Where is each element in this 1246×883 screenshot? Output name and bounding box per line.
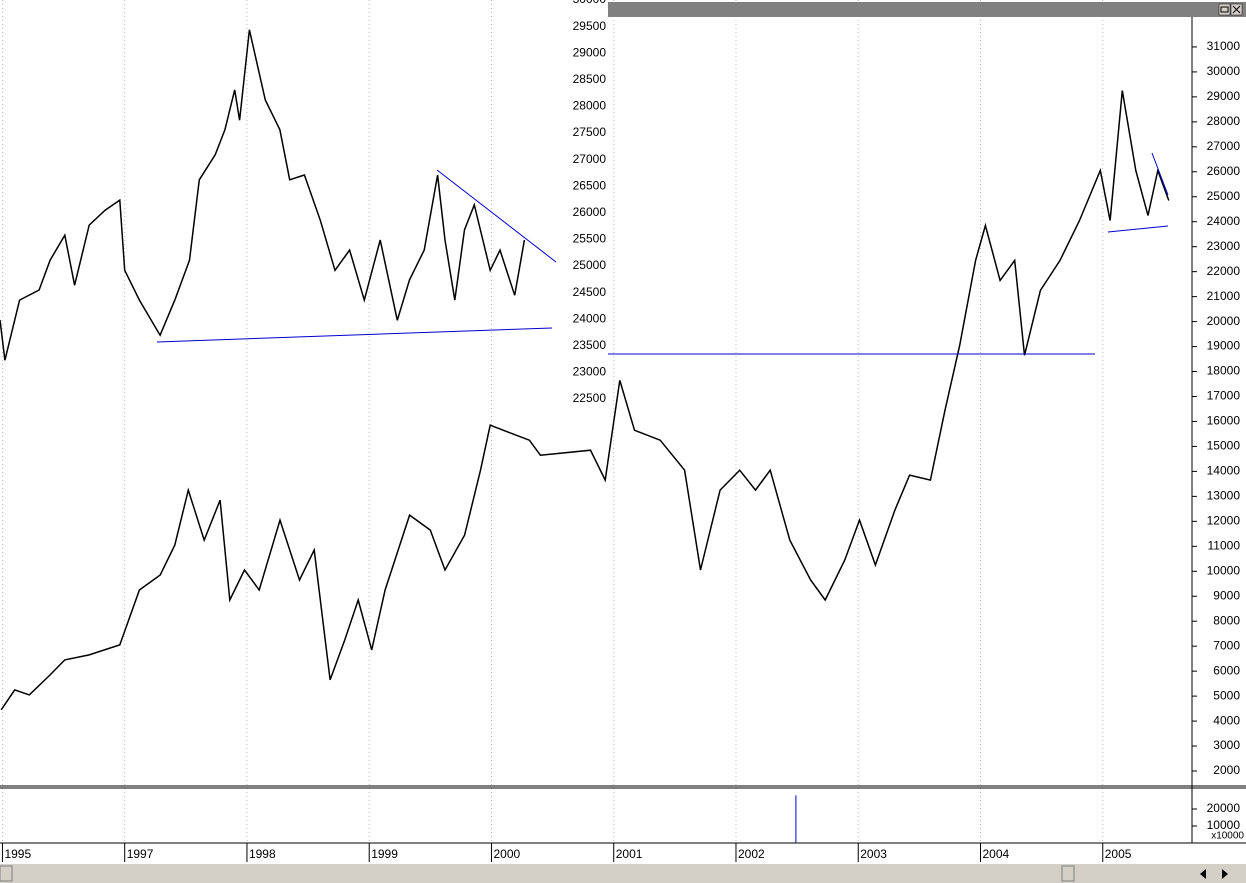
x-tick-label: 2002 xyxy=(738,847,765,861)
y-tick-label: 28000 xyxy=(573,99,607,113)
y-tick-label: 2000 xyxy=(1213,763,1240,777)
y-tick-label: 23000 xyxy=(1207,239,1241,253)
y-tick-label: 21000 xyxy=(1207,289,1241,303)
x-tick-label: 1995 xyxy=(4,847,31,861)
y-tick-label: 26500 xyxy=(573,178,607,192)
y-tick-label: 25000 xyxy=(1207,189,1241,203)
nav-arrows[interactable] xyxy=(1200,869,1228,879)
price-line xyxy=(0,90,1170,711)
x-tick-label: 1999 xyxy=(371,847,398,861)
inset-axis-edge xyxy=(555,415,608,420)
y-tick-label: 24500 xyxy=(573,285,607,299)
x-tick-label: 2005 xyxy=(1105,847,1132,861)
trend-line xyxy=(1151,152,1169,196)
y-tick-label: 23500 xyxy=(573,338,607,352)
y-tick-label: 24000 xyxy=(1207,214,1241,228)
y-tick-label: 30000 xyxy=(1207,64,1241,78)
y-tick-label: 29000 xyxy=(1207,89,1241,103)
y-tick-label: 17000 xyxy=(1207,389,1241,403)
y-tick-label: 28500 xyxy=(573,72,607,86)
y-tick-label: 22000 xyxy=(1207,264,1241,278)
scroll-left[interactable] xyxy=(0,865,13,882)
y-tick-label: 8000 xyxy=(1213,613,1240,627)
y-tick-label: 27000 xyxy=(573,152,607,166)
price-line xyxy=(0,29,526,361)
y-tick-label: 25000 xyxy=(573,258,607,272)
scroll-right[interactable] xyxy=(1061,865,1075,882)
y-tick-label: 9000 xyxy=(1213,588,1240,602)
y-tick-label: 31000 xyxy=(1207,39,1241,53)
y-tick-label: 20000 xyxy=(1207,314,1241,328)
y-tick-label: 23000 xyxy=(573,365,607,379)
y-tick-label: 19000 xyxy=(1207,339,1241,353)
y-tick-label: 29500 xyxy=(573,19,607,33)
x-tick-label: 2000 xyxy=(493,847,520,861)
scrollbar xyxy=(0,864,1246,883)
unit-label: x10000 xyxy=(1211,831,1244,842)
title-bar xyxy=(608,2,1246,17)
y-tick-label: 10000 xyxy=(1207,818,1241,832)
y-tick-label: 27500 xyxy=(573,125,607,139)
y-tick-label: 25500 xyxy=(573,232,607,246)
restore-button[interactable] xyxy=(1218,3,1231,16)
trend-line xyxy=(436,169,557,263)
y-tick-label: 24000 xyxy=(573,311,607,325)
y-tick-label: 29000 xyxy=(573,45,607,59)
inset-background xyxy=(0,0,608,415)
y-tick-label: 30000 xyxy=(573,0,607,6)
y-tick-label: 5000 xyxy=(1213,688,1240,702)
close-icon xyxy=(1232,5,1241,14)
x-tick-label: 2001 xyxy=(616,847,643,861)
y-tick-label: 10000 xyxy=(1207,563,1241,577)
toolbar xyxy=(1076,866,1246,881)
y-tick-label: 27000 xyxy=(1207,139,1241,153)
restore-icon xyxy=(1220,6,1229,13)
support-line xyxy=(156,327,553,343)
x-tick-label: 1997 xyxy=(127,847,154,861)
inset-panel: 22500 23000 23500 24000 24500 25000 25500 26000… xyxy=(0,0,606,415)
y-tick-label: 13000 xyxy=(1207,489,1241,503)
y-tick-label: 11000 xyxy=(1208,538,1241,552)
y-tick-label: 26000 xyxy=(1207,164,1241,178)
y-tick-label: 3000 xyxy=(1213,738,1240,752)
y-tick-label: 28000 xyxy=(1207,114,1241,128)
y-tick-label: 12000 xyxy=(1207,514,1241,528)
x-tick-label: 1998 xyxy=(249,847,276,861)
y-tick-label: 6000 xyxy=(1213,663,1240,677)
volume-panel: 10000 20000 x10000 xyxy=(1,788,1244,843)
y-tick-label: 26000 xyxy=(573,205,607,219)
x-tick-label: 2004 xyxy=(982,847,1009,861)
y-tick-label: 15000 xyxy=(1207,439,1241,453)
y-tick-label: 20000 xyxy=(1207,801,1241,815)
y-tick-label: 7000 xyxy=(1213,638,1240,652)
y-tick-label: 4000 xyxy=(1213,713,1240,727)
y-tick-label: 18000 xyxy=(1207,364,1241,378)
trend-line xyxy=(1107,225,1169,233)
x-tick-label: 2003 xyxy=(860,847,887,861)
y-tick-label: 16000 xyxy=(1207,414,1241,428)
y-tick-label: 22500 xyxy=(573,391,607,405)
y-tick-label: 14000 xyxy=(1207,464,1241,478)
